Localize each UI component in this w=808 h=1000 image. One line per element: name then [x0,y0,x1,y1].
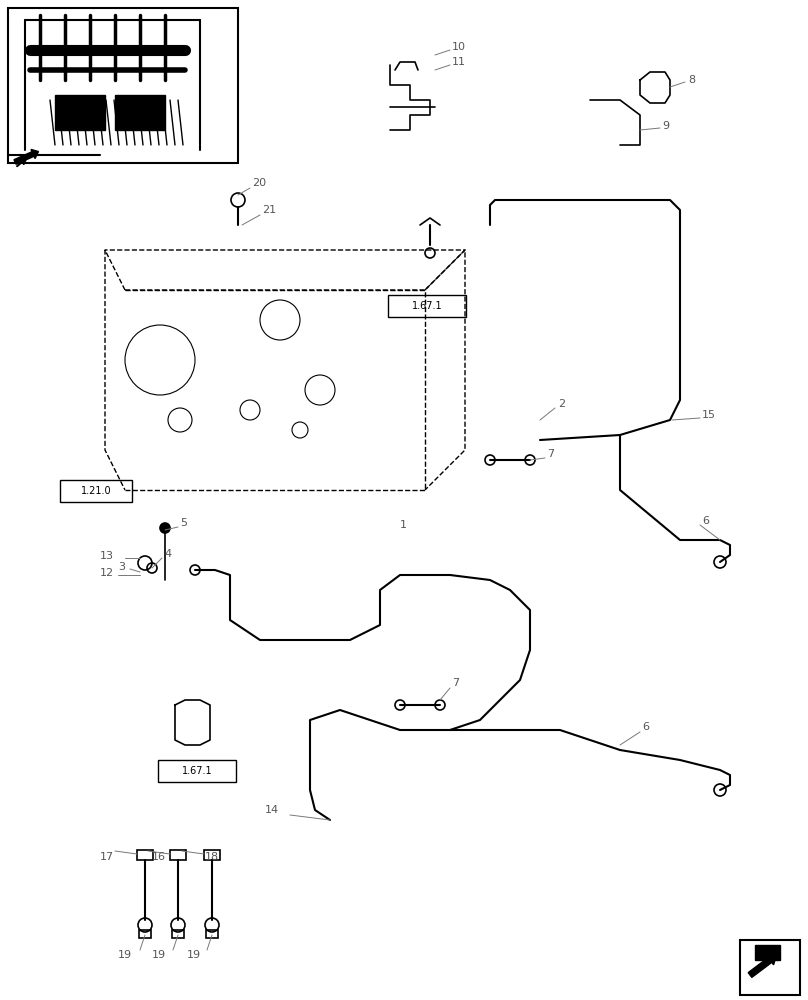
Text: 20: 20 [252,178,266,188]
Text: 9: 9 [662,121,669,131]
Bar [139,930,151,938]
Text: 19: 19 [187,950,201,960]
FancyArrow shape [748,955,776,977]
Bar [137,850,153,860]
Text: 16: 16 [152,852,166,862]
Text: 6: 6 [642,722,649,732]
Text: 2: 2 [558,399,565,409]
Text: 18: 18 [205,852,219,862]
Bar [206,930,218,938]
Text: 7: 7 [547,449,554,459]
Text: 19: 19 [118,950,133,960]
FancyArrow shape [14,149,39,164]
Bar [204,850,220,860]
Bar [172,930,184,938]
Text: 1.67.1: 1.67.1 [182,766,213,776]
Text: 21: 21 [262,205,276,215]
Text: 3: 3 [118,562,125,572]
Text: 1.67.1: 1.67.1 [412,301,442,311]
Text: 7: 7 [452,678,459,688]
Bar [740,940,800,995]
Text: 10: 10 [452,42,466,52]
Text: 6: 6 [702,516,709,526]
Bar [8,8,238,163]
Text: 15: 15 [702,410,716,420]
Text: 4: 4 [164,549,171,559]
Text: 12: 12 [100,568,114,578]
Bar [170,850,186,860]
Text: 19: 19 [152,950,166,960]
Text: 11: 11 [452,57,466,67]
Bar [55,95,105,130]
Bar [60,480,132,502]
Text: 1.21.0: 1.21.0 [81,486,112,496]
Bar [158,760,236,782]
Text: 14: 14 [265,805,279,815]
Text: 5: 5 [180,518,187,528]
Text: 17: 17 [100,852,114,862]
Text: 8: 8 [688,75,695,85]
Bar [755,945,780,960]
Text: 13: 13 [100,551,114,561]
Bar [388,295,466,317]
Text: 1: 1 [400,520,407,530]
Circle shape [160,523,170,533]
Bar [115,95,165,130]
